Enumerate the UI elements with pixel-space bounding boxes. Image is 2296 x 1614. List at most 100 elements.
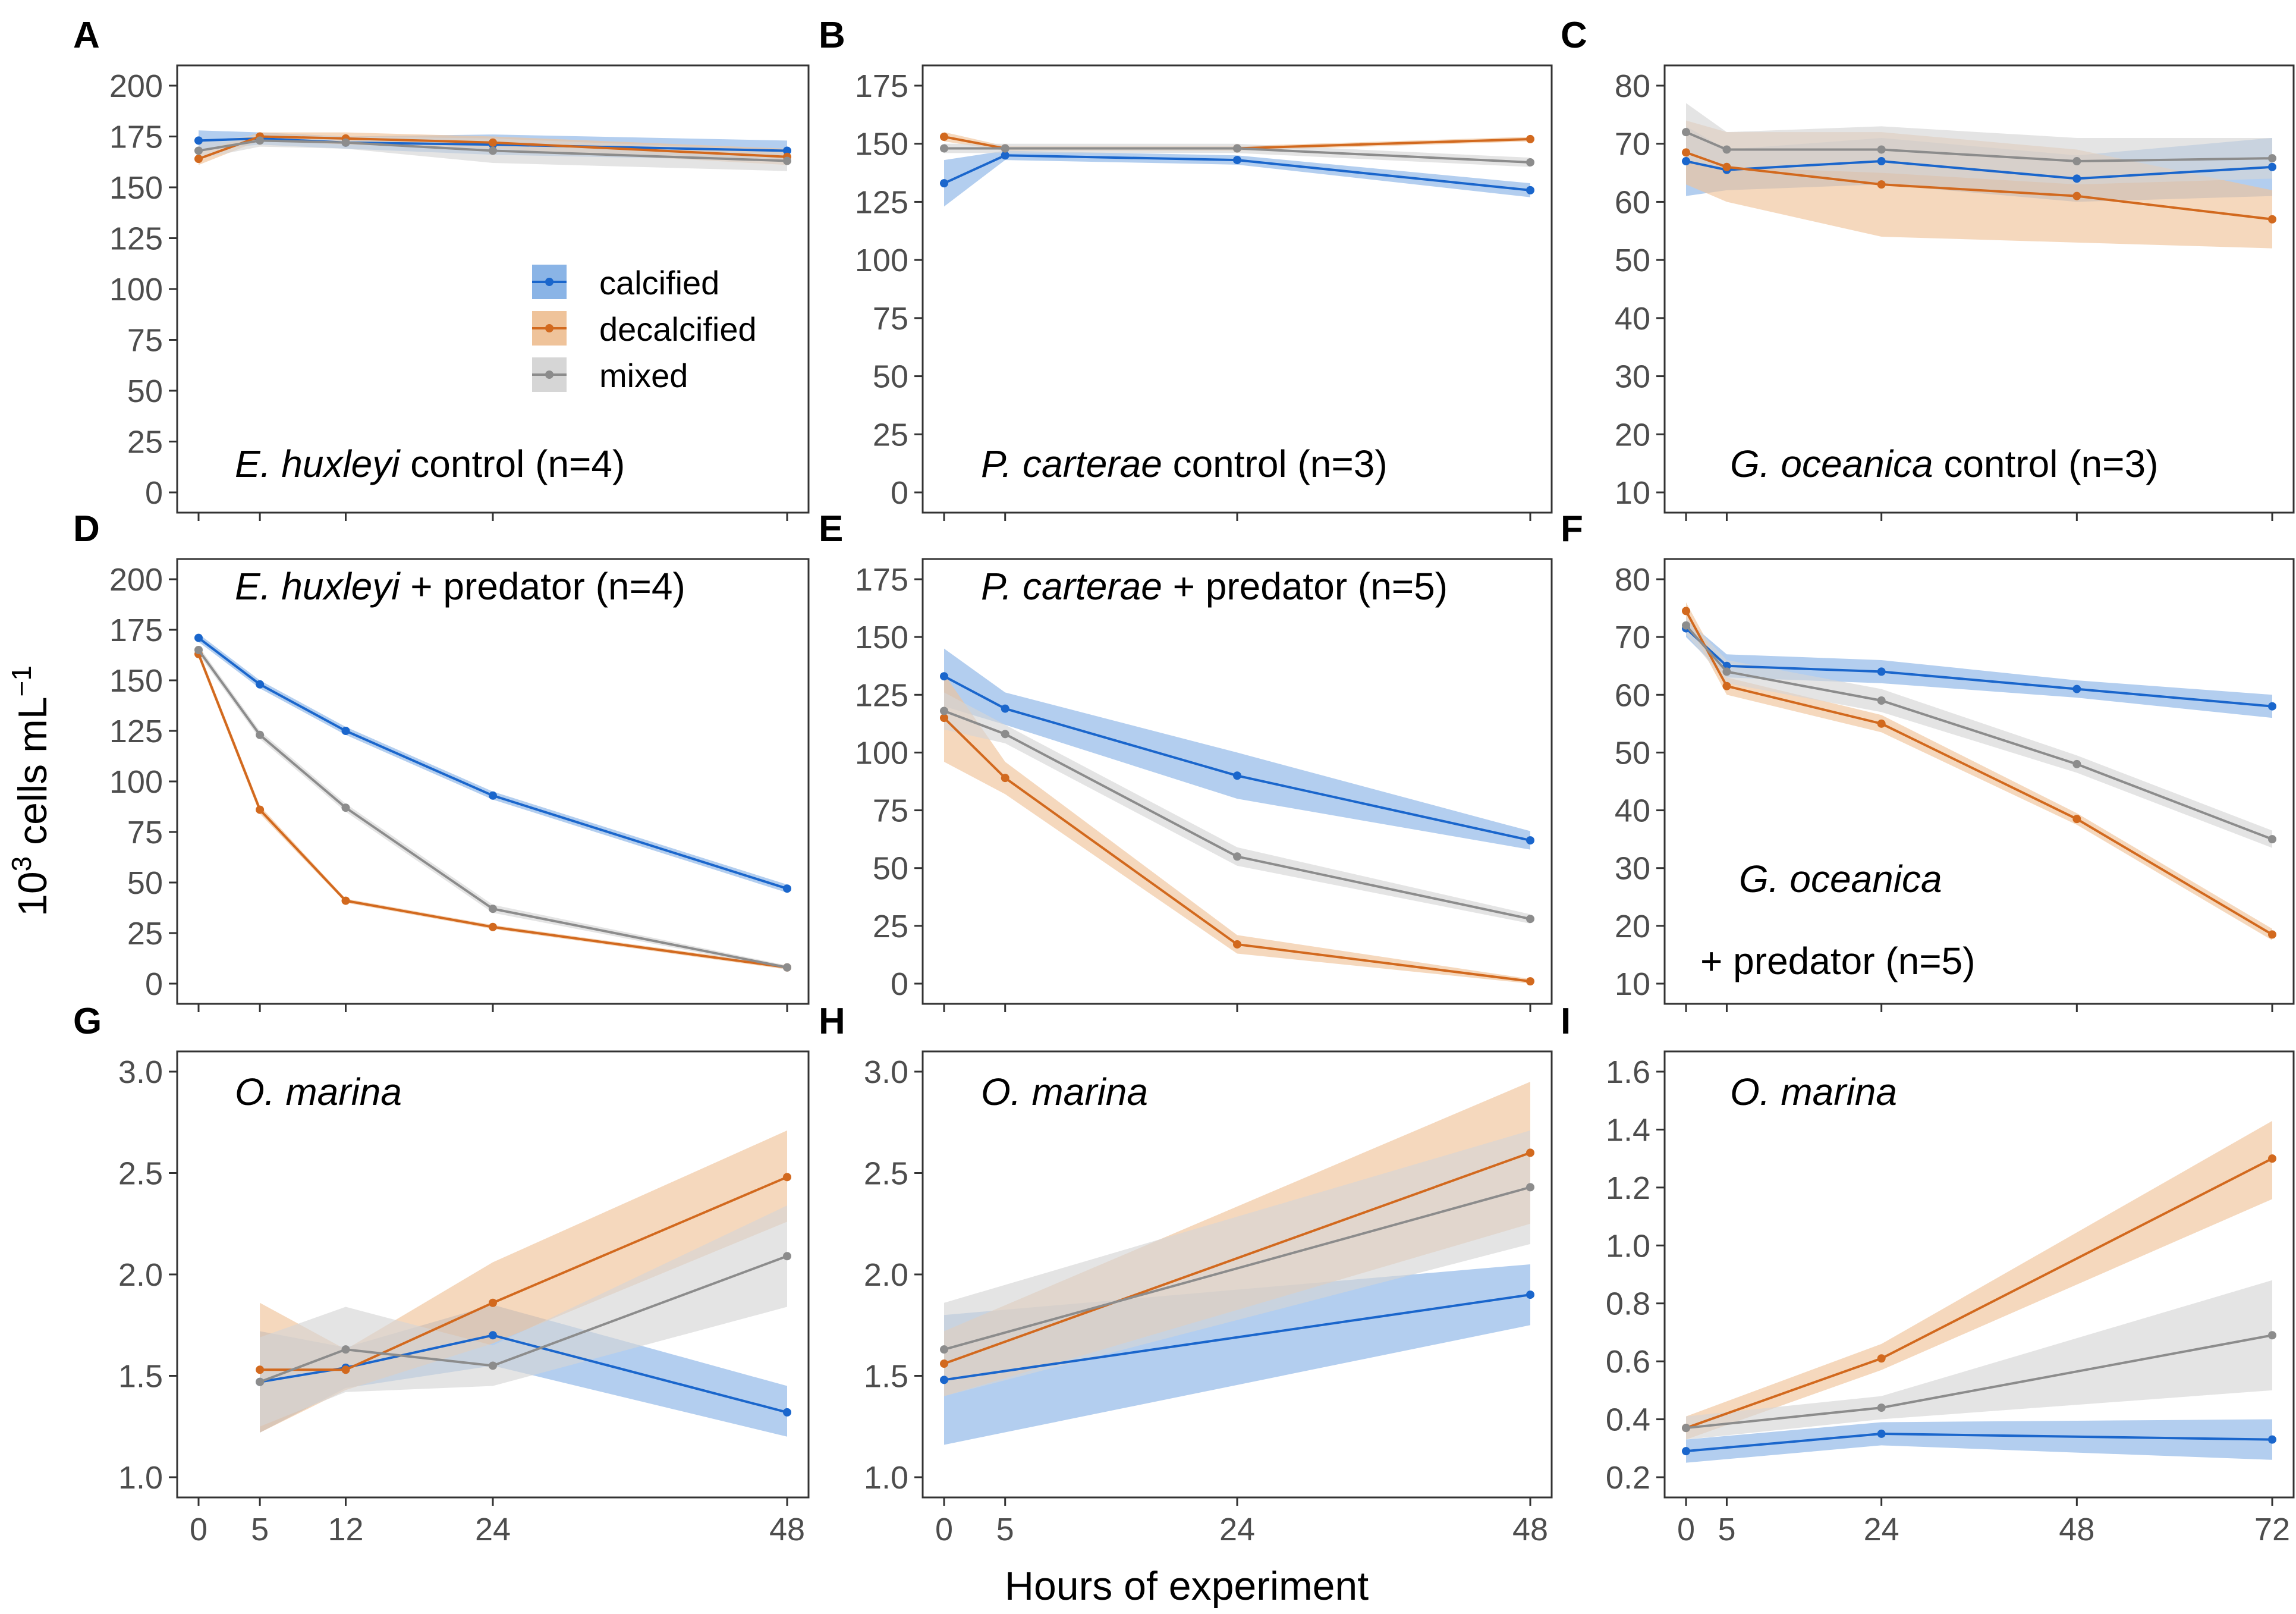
point-calcified-E [1001, 704, 1009, 713]
point-calcified-C [2268, 162, 2276, 171]
y-tick-label-B: 100 [855, 243, 908, 278]
panel-title-F: G. oceanica [1739, 858, 1942, 900]
point-decalcified-D [256, 805, 265, 814]
x-tick-label-G: 12 [328, 1512, 363, 1547]
y-tick-label-A: 75 [127, 323, 163, 359]
point-mixed-I [2268, 1331, 2276, 1340]
point-mixed-C [1877, 145, 1886, 154]
y-tick-label-A: 100 [109, 272, 163, 307]
y-axis-title-superscript: 3 [6, 856, 37, 872]
line-calcified-E [943, 675, 1531, 842]
legend-key-decalcified-point [545, 324, 553, 332]
panel-C: C 10 20 30 40 50 60 70 80 G. oceanica control (n=… [1561, 15, 2295, 521]
y-tick-label-C: 40 [1615, 301, 1650, 337]
point-mixed-D [194, 646, 203, 654]
point-calcified-F [2072, 684, 2081, 693]
point-mixed-H [1526, 1183, 1534, 1192]
y-tick-label-A: 25 [127, 425, 163, 460]
y-axis-title: 103 cells mL−1 [6, 665, 55, 916]
point-decalcified-F [2268, 930, 2276, 939]
y-tick-label-H: 2.0 [864, 1257, 908, 1293]
point-mixed-B [940, 144, 948, 153]
y-tick-label-G: 2.0 [118, 1257, 163, 1293]
y-tick-label-I: 0.4 [1606, 1402, 1650, 1438]
point-decalcified-F [1682, 607, 1690, 616]
y-tick-label-F: 30 [1615, 851, 1650, 887]
point-decalcified-I [2268, 1154, 2276, 1163]
y-tick-label-H: 3.0 [864, 1054, 908, 1090]
panel-title-C: G. oceanica control (n=3) [1730, 442, 2158, 485]
point-decalcified-A [489, 138, 497, 147]
legend-label-mixed: mixed [599, 357, 688, 394]
line-calcified-H [943, 1293, 1531, 1381]
point-calcified-D [256, 680, 265, 689]
x-tick-label-H: 0 [935, 1512, 953, 1547]
y-tick-label-A: 0 [145, 475, 163, 511]
y-tick-label-F: 10 [1615, 966, 1650, 1002]
point-decalcified-D [489, 922, 497, 931]
panel-title-species-H: O. marina [981, 1070, 1148, 1113]
line-mixed-B [944, 147, 1531, 164]
panel-title-species-C: G. oceanica [1730, 442, 1933, 485]
line-calcified-B [943, 154, 1531, 191]
x-tick-label-H: 48 [1512, 1512, 1548, 1547]
panel-title-D: E. huxleyi + predator (n=4) [235, 565, 685, 608]
point-calcified-C [1682, 157, 1690, 166]
y-tick-label-A: 125 [109, 221, 163, 257]
panel-title-species-A: E. huxleyi [235, 442, 401, 485]
panel-title-G: O. marina [235, 1070, 402, 1113]
panel-title-A: E. huxleyi control (n=4) [235, 442, 625, 485]
point-mixed-C [2072, 157, 2081, 166]
y-tick-label-D: 200 [109, 562, 163, 598]
panel-G: G 1.0 1.5 2.0 2.5 3.0 0 5 12 24 48 O. marina [73, 1001, 810, 1547]
panel-letter-C: C [1561, 15, 1587, 56]
point-decalcified-F [2072, 815, 2081, 824]
y-tick-label-G: 3.0 [118, 1054, 163, 1090]
point-calcified-C [2072, 174, 2081, 183]
point-mixed-B [1233, 144, 1241, 153]
point-calcified-A [194, 136, 203, 145]
point-calcified-E [1526, 836, 1534, 845]
y-tick-label-G: 1.5 [118, 1359, 163, 1395]
y-axis-title-base: 10 [10, 871, 55, 916]
panel-B: B 0 25 50 75 100 125 150 175 P. carterae control … [819, 15, 1553, 521]
panel-letter-E: E [819, 508, 843, 549]
point-mixed-I [1682, 1424, 1690, 1433]
point-calcified-A [783, 146, 791, 155]
y-tick-label-C: 80 [1615, 68, 1650, 104]
x-tick-label-G: 24 [475, 1512, 511, 1547]
y-tick-label-D: 150 [109, 663, 163, 699]
y-tick-label-C: 20 [1615, 417, 1650, 453]
panel-letter-H: H [819, 1001, 845, 1042]
line-decalcified-E [943, 717, 1531, 983]
y-tick-label-F: 80 [1615, 562, 1650, 598]
y-tick-label-C: 30 [1615, 359, 1650, 395]
point-mixed-A [194, 146, 203, 155]
point-mixed-A [341, 138, 350, 147]
y-tick-label-G: 2.5 [118, 1156, 163, 1192]
point-calcified-D [194, 633, 203, 642]
point-decalcified-H [940, 1359, 948, 1368]
x-tick-label-G: 0 [190, 1512, 207, 1547]
point-mixed-E [1001, 730, 1009, 739]
y-tick-label-E: 175 [855, 562, 908, 598]
point-decalcified-B [940, 132, 948, 141]
y-tick-label-A: 150 [109, 170, 163, 206]
point-mixed-D [341, 803, 350, 812]
y-tick-label-F: 50 [1615, 735, 1650, 771]
y-tick-label-E: 0 [891, 966, 908, 1002]
point-mixed-B [1526, 158, 1534, 167]
point-decalcified-D [341, 896, 350, 905]
y-tick-label-A: 50 [127, 373, 163, 409]
point-mixed-F [2072, 759, 2081, 768]
panel-title-treatment-D: + predator (n=4) [400, 565, 685, 608]
legend: calcified decalcified mixed [532, 264, 757, 394]
panel-title-species-E: P. carterae [981, 565, 1162, 608]
y-tick-label-D: 75 [127, 815, 163, 850]
point-calcified-G [783, 1408, 791, 1417]
point-mixed-E [1526, 915, 1534, 924]
panel-title-treatment-C: control (n=3) [1933, 442, 2159, 485]
y-tick-label-I: 0.6 [1606, 1344, 1650, 1380]
y-tick-label-B: 25 [873, 417, 908, 453]
y-tick-label-B: 0 [891, 475, 908, 511]
